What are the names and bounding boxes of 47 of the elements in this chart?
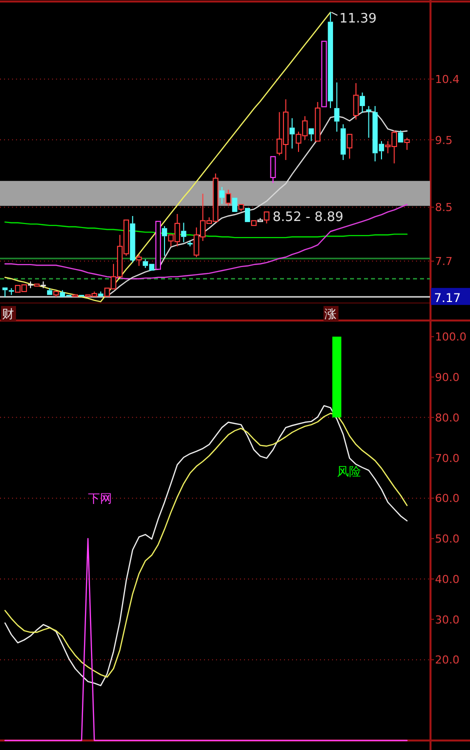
candlestick <box>130 215 136 264</box>
text: 下网 <box>88 492 112 506</box>
annotation: 财 <box>2 307 14 321</box>
candlestick <box>8 288 14 296</box>
candlestick <box>346 134 352 160</box>
ref-line-label: 7.17 <box>434 290 461 305</box>
y-tick-label: 70.0 <box>435 452 460 465</box>
y-tick-label: 10.4 <box>435 73 460 86</box>
candlestick <box>155 220 161 270</box>
candlestick <box>28 280 34 289</box>
candlestick <box>290 118 295 150</box>
y-tick-label: 30.0 <box>435 613 460 626</box>
annotation: 11.39 <box>339 11 377 26</box>
candlestick <box>360 92 365 114</box>
y-tick-label: 20.0 <box>435 654 460 667</box>
candlestick <box>219 186 225 204</box>
candlestick <box>340 124 346 161</box>
y-tick-label: 9.5 <box>435 134 452 147</box>
candlestick <box>328 12 334 109</box>
candlestick <box>270 156 276 184</box>
candlestick <box>366 106 372 138</box>
candlestick <box>404 137 410 150</box>
text: 风险 <box>336 464 361 478</box>
annotation: 涨 <box>324 307 336 321</box>
candlestick <box>244 208 250 222</box>
y-tick-label: 80.0 <box>435 411 460 424</box>
candlestick <box>232 198 238 212</box>
candlestick <box>314 102 320 142</box>
candlestick <box>187 240 193 247</box>
y-tick-label: 60.0 <box>435 492 460 506</box>
y-tick-label: 100.0 <box>435 330 466 344</box>
candlestick <box>34 284 40 287</box>
candlestick <box>308 128 314 142</box>
y-tick-label: 90.0 <box>435 371 460 384</box>
candlestick <box>398 130 404 142</box>
candlestick <box>321 40 327 108</box>
y-tick-label: 40.0 <box>435 572 460 586</box>
candlestick <box>238 204 244 212</box>
candlestick <box>98 291 104 296</box>
y-tick-label: 8.5 <box>435 201 452 214</box>
band-label: 8.52 - 8.89 <box>272 210 344 225</box>
candlestick <box>334 82 340 132</box>
candlestick <box>162 226 168 256</box>
candlestick <box>181 222 186 243</box>
y-tick-label: 7.7 <box>435 255 452 268</box>
y-tick-label: 50.0 <box>435 532 460 546</box>
candlestick <box>72 294 78 297</box>
